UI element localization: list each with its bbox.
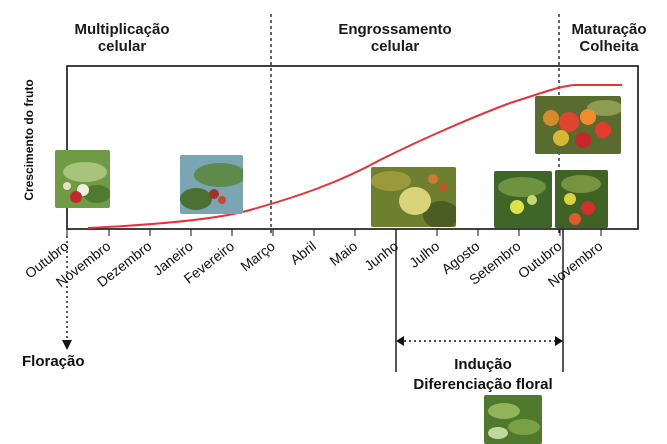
induction-label: Indução Diferenciação floral (413, 356, 553, 393)
flowering-label: Floração (22, 353, 85, 370)
induction-arrowhead-right (555, 336, 563, 346)
fruit-photo-icon (555, 170, 608, 228)
growth-curve (87, 84, 622, 229)
induction-arrowhead-left (396, 336, 404, 346)
fruit-photo-icon (371, 167, 456, 227)
fruit-photo-icon (535, 96, 621, 154)
x-axis-ticks (66, 229, 602, 236)
fruit-photo-icon (55, 150, 110, 208)
leaf-photo-icon (484, 395, 542, 444)
phase-enlargement-label: Engrossamento celular (338, 21, 452, 55)
phase-multiplication-label: Multiplicação celular (74, 21, 170, 55)
flowering-arrowhead (62, 340, 72, 350)
fruit-photo-icon (180, 155, 243, 214)
plot-frame (66, 65, 639, 230)
phase-maturation-label: Maturação Colheita (571, 21, 647, 55)
fruit-photo-icon (494, 171, 552, 228)
